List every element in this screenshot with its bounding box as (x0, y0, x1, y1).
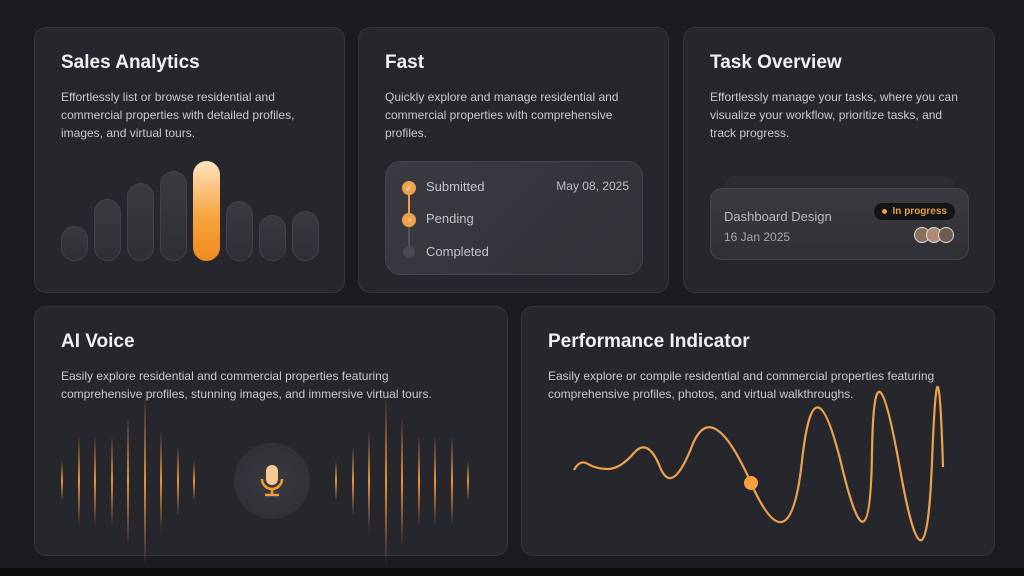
card-title: Performance Indicator (548, 331, 750, 352)
wave-bar (110, 436, 113, 526)
microphone-icon (260, 465, 284, 497)
bar (160, 171, 187, 261)
avatar (938, 227, 954, 243)
wave-bar (450, 436, 453, 526)
status-timeline: ✓ ◔ Submitted Pending Completed May 08, … (385, 161, 643, 275)
wave-bar (368, 431, 370, 531)
task-card[interactable]: Dashboard Design 16 Jan 2025 In progress (710, 188, 969, 260)
bar (226, 201, 253, 261)
step-pending: Pending (426, 211, 474, 226)
performance-wave (573, 385, 945, 542)
step-date: May 08, 2025 (556, 179, 629, 193)
wave-bar (94, 436, 96, 526)
bar (127, 183, 154, 261)
wave-bar (61, 461, 63, 501)
bar (193, 161, 220, 261)
performance-indicator-card: Performance Indicator Easily explore or … (521, 306, 995, 556)
wave-bar (351, 446, 354, 516)
sales-analytics-card: Sales Analytics Effortlessly list or bro… (34, 27, 345, 293)
wave-bar (335, 461, 337, 501)
wave-bar (417, 436, 420, 526)
badge-label: In progress (892, 206, 947, 217)
status-badge: In progress (873, 203, 955, 220)
bottom-bar (0, 568, 1024, 576)
step-completed: Completed (426, 244, 489, 259)
wave-bar (434, 436, 436, 526)
bar (61, 226, 88, 261)
ai-voice-card: AI Voice Easily explore residential and … (34, 306, 508, 566)
wave-bar (193, 461, 195, 501)
card-description: Quickly explore and manage residential a… (385, 90, 619, 140)
bar (292, 211, 319, 261)
card-title: Sales Analytics (61, 52, 200, 73)
check-icon: ✓ (402, 181, 416, 195)
avatar-group (914, 227, 954, 243)
empty-step-icon (403, 246, 415, 258)
task-title: Dashboard Design (724, 209, 832, 224)
card-title: AI Voice (61, 331, 135, 352)
bar-chart (61, 161, 323, 261)
card-description: Effortlessly list or browse residential … (61, 90, 295, 140)
wave-bar (127, 416, 129, 546)
step-submitted: Submitted (426, 179, 485, 194)
card-title: Fast (385, 52, 425, 73)
bar (259, 215, 286, 261)
wave-bar (176, 446, 179, 516)
card-description: Effortlessly manage your tasks, where yo… (710, 90, 958, 140)
wave-bar (143, 396, 146, 566)
card-description: Easily explore residential and commercia… (61, 369, 432, 401)
wave-bar (401, 416, 403, 546)
pending-icon: ◔ (402, 213, 416, 227)
wave-bar (384, 396, 387, 566)
wave-bar (467, 461, 469, 501)
indicator-dot[interactable] (744, 476, 758, 490)
bar (94, 199, 121, 261)
wave-bar (160, 431, 162, 531)
task-date: 16 Jan 2025 (724, 230, 791, 244)
card-description: Easily explore or compile residential an… (548, 369, 935, 401)
wave-bar (77, 436, 80, 526)
card-title: Task Overview (710, 52, 842, 73)
microphone-button[interactable] (234, 443, 310, 519)
